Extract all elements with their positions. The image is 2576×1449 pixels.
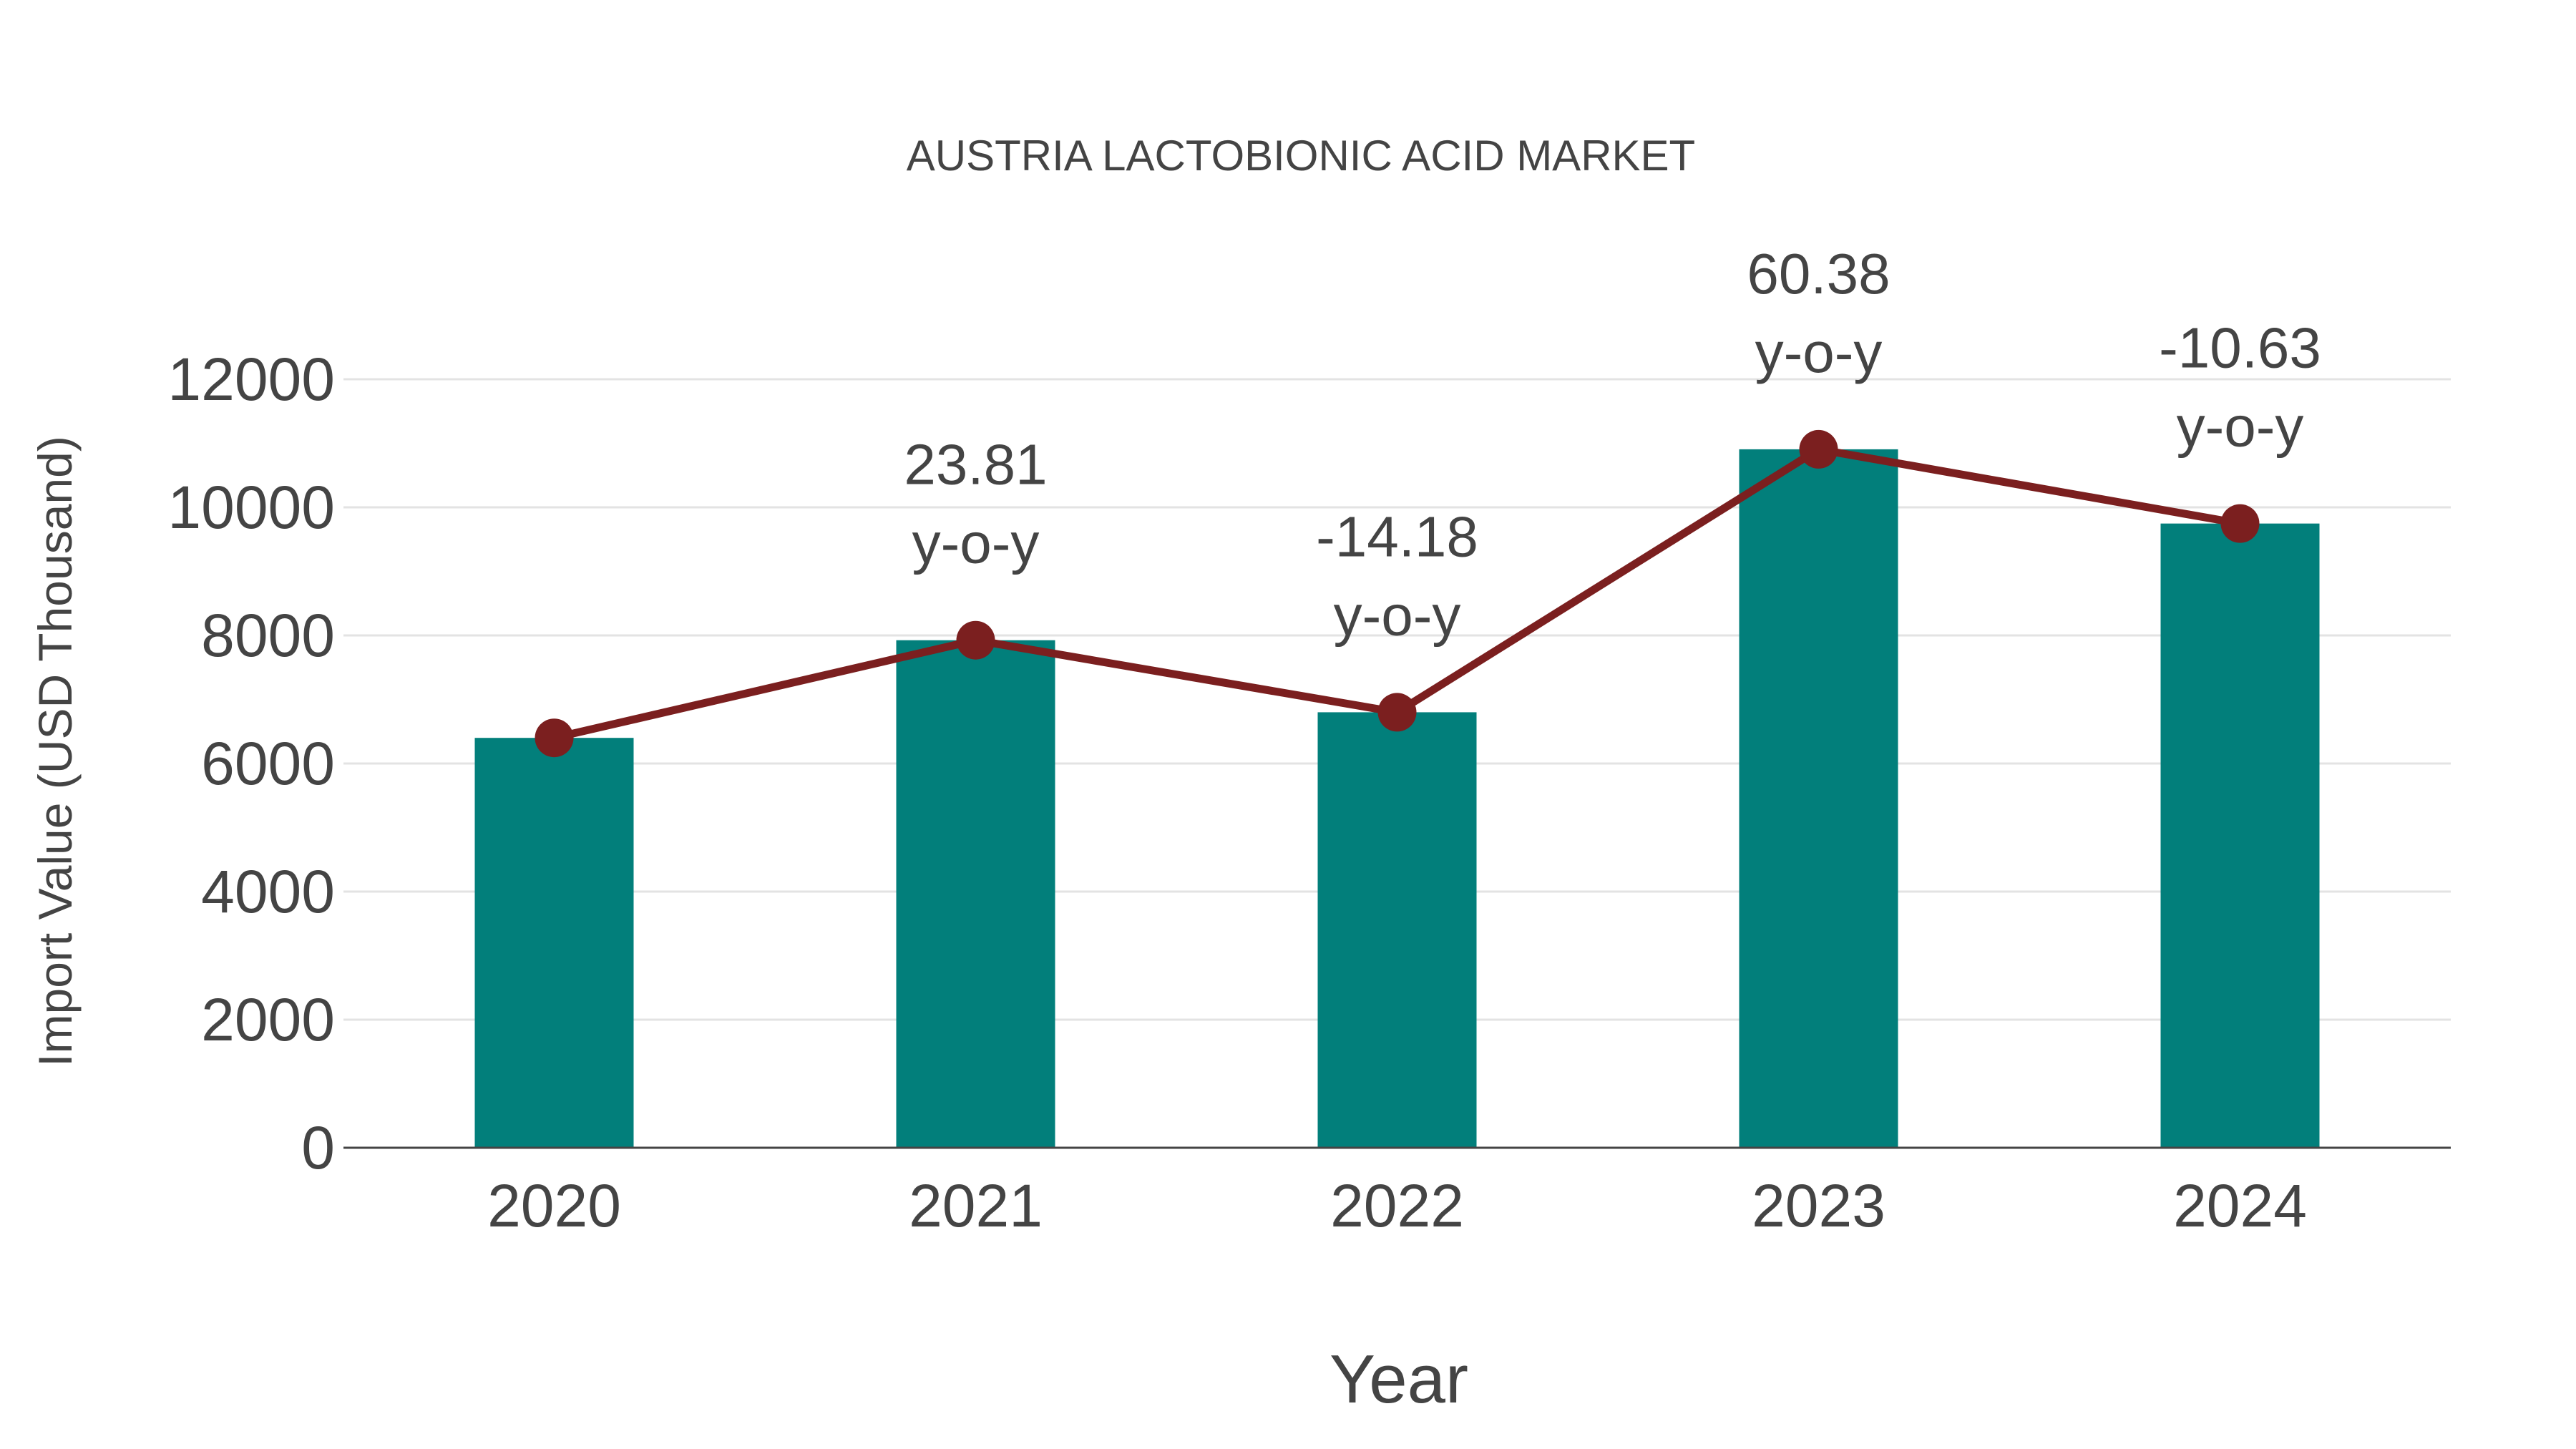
- x-tick-label: 2022: [1330, 1172, 1464, 1239]
- trend-line: [535, 429, 2260, 758]
- yoy-value: -10.63: [2159, 316, 2321, 380]
- y-axis-title: Import Value (USD Thousand): [29, 436, 82, 1067]
- x-tick-label: 2020: [487, 1172, 621, 1239]
- yoy-annotations: 23.81 y-o-y -14.18 y-o-y 60.38 y-o-y -10.63 y-o…: [904, 242, 2321, 647]
- y-tick-label: 12000: [167, 346, 335, 413]
- trend-marker: [535, 718, 574, 758]
- chart-title: AUSTRIA LACTOBIONIC ACID MARKET: [907, 132, 1695, 180]
- yoy-label: y-o-y: [1334, 583, 1461, 647]
- x-tick-label: 2021: [909, 1172, 1043, 1239]
- y-tick-label: 4000: [201, 858, 335, 925]
- yoy-value: -14.18: [1316, 504, 1478, 568]
- yoy-label: y-o-y: [912, 512, 1040, 575]
- yoy-value: 23.81: [904, 433, 1047, 497]
- trend-marker: [1799, 429, 1838, 469]
- bar-2021: [896, 640, 1055, 1148]
- x-axis-ticks: 2020 2021 2022 2023 2024: [487, 1172, 2307, 1239]
- bars: [474, 449, 2320, 1148]
- yoy-label: y-o-y: [2177, 395, 2304, 459]
- x-axis-title: Year: [1330, 1341, 1468, 1418]
- bar-2023: [1739, 449, 1898, 1148]
- yoy-value: 60.38: [1747, 242, 1890, 306]
- y-tick-label: 8000: [201, 602, 335, 669]
- x-tick-label: 2023: [1752, 1172, 1885, 1239]
- bar-2024: [2160, 523, 2320, 1148]
- y-tick-label: 2000: [201, 986, 335, 1053]
- y-tick-label: 10000: [167, 474, 335, 541]
- x-tick-label: 2024: [2173, 1172, 2307, 1239]
- trend-marker: [2220, 504, 2260, 543]
- y-axis-ticks: 0 2000 4000 6000 8000 10000 12000: [167, 346, 335, 1181]
- y-tick-label: 0: [301, 1114, 335, 1181]
- bar-2020: [474, 738, 634, 1148]
- bar-2022: [1317, 712, 1477, 1148]
- trend-marker: [956, 620, 995, 660]
- trend-marker: [1377, 693, 1417, 732]
- yoy-label: y-o-y: [1755, 321, 1883, 384]
- y-tick-label: 6000: [201, 730, 335, 797]
